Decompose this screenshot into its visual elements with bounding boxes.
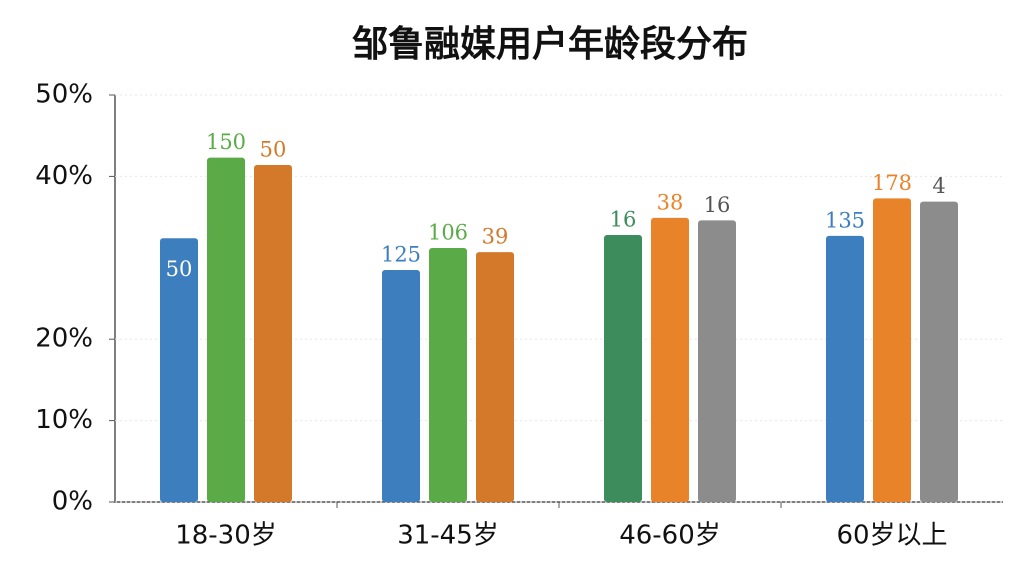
x-tick-label: 46-60岁: [619, 521, 721, 551]
bar: [207, 157, 245, 503]
bar: [476, 252, 514, 502]
bar: [254, 165, 292, 502]
data-label: 106: [428, 221, 468, 245]
y-tick-label: 20%: [35, 324, 93, 354]
y-tick-label: 0%: [52, 487, 93, 517]
y-tick-label: 40%: [35, 161, 93, 191]
bar: [382, 270, 420, 502]
bar: [826, 235, 864, 502]
data-label: 50: [260, 138, 287, 162]
x-tick-label: 31-45岁: [397, 521, 499, 551]
bar: [920, 201, 958, 502]
y-tick-label: 10%: [35, 405, 93, 435]
x-tick-label: 18-30岁: [175, 521, 277, 551]
bar: [160, 238, 198, 502]
data-label: 135: [825, 208, 865, 232]
data-label: 150: [206, 130, 246, 154]
y-tick-label: 50%: [35, 80, 93, 110]
data-label: 125: [381, 243, 421, 267]
bar: [604, 235, 642, 502]
data-label: 16: [610, 208, 637, 232]
data-label: 16: [704, 193, 731, 217]
data-label: 4: [932, 174, 945, 198]
bar: [651, 217, 689, 502]
x-tick-label: 60岁以上: [836, 521, 947, 551]
chart-title: 邹鲁融媒用户年龄段分布: [352, 24, 748, 65]
data-label: 38: [657, 190, 684, 214]
bar: [873, 198, 911, 503]
bar: [429, 248, 467, 502]
data-label: 39: [482, 225, 509, 249]
bar: [698, 220, 736, 502]
data-label: 50: [166, 257, 193, 281]
data-label: 178: [872, 171, 912, 195]
